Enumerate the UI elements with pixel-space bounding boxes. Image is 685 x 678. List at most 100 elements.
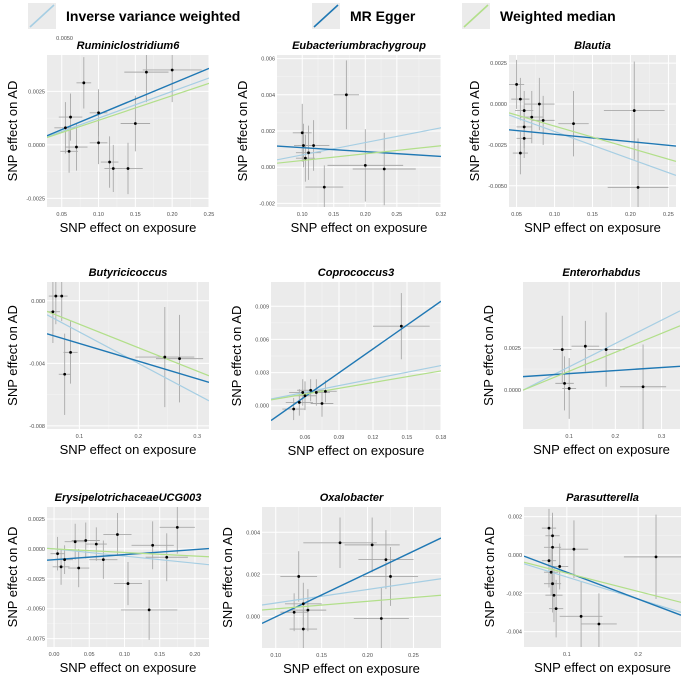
legend-key-wm-icon bbox=[462, 3, 490, 29]
y-tick-label: 0.0000 bbox=[28, 547, 45, 553]
x-tick-label: 0.15 bbox=[328, 212, 339, 218]
data-point bbox=[116, 533, 119, 536]
data-point bbox=[64, 126, 67, 130]
weighted-median-line bbox=[47, 547, 209, 558]
y-tick-label: 0.006 bbox=[255, 337, 269, 343]
plot-panel: 0.00 0.05 0.10 0.15 0.20 0.0025 0.0000 -0.0025 -… bbox=[5, 492, 209, 675]
x-tick-label: 0.25 bbox=[408, 653, 419, 659]
data-point bbox=[572, 122, 575, 126]
data-point bbox=[320, 402, 324, 405]
data-point bbox=[97, 111, 100, 115]
plot-panel: 0.1 0.2 0.002 0.000 -0.002 -0.004 Parasutterel… bbox=[482, 492, 681, 675]
y-tick-label: -0.004 bbox=[29, 361, 45, 367]
x-tick-label: 0.05 bbox=[511, 212, 522, 218]
data-point bbox=[551, 545, 554, 549]
x-tick-label: 0.10 bbox=[270, 653, 281, 659]
y-tick-label: -0.008 bbox=[29, 424, 45, 430]
data-point bbox=[292, 610, 296, 614]
data-point bbox=[63, 558, 67, 562]
x-tick-label: 0.10 bbox=[93, 212, 104, 218]
x-tick-label: 0.1 bbox=[76, 434, 84, 440]
y-tick-label: 0.004 bbox=[246, 530, 260, 536]
x-tick-label: 0.18 bbox=[436, 435, 447, 441]
mr-egger-line bbox=[47, 333, 209, 384]
x-tick-label: 0.09 bbox=[334, 435, 345, 441]
plot-title: Parasutterella bbox=[566, 492, 639, 504]
x-axis-label: SNP effect on exposure bbox=[60, 660, 197, 675]
data-point bbox=[379, 617, 383, 620]
legend: Inverse variance weighted MR Egger Weigh… bbox=[0, 0, 685, 34]
x-tick-label: 0.20 bbox=[625, 212, 636, 218]
y-tick-label: 0.002 bbox=[246, 572, 260, 578]
plot-marks bbox=[509, 59, 676, 207]
data-point bbox=[75, 145, 78, 149]
ivw-line bbox=[271, 364, 441, 400]
data-point bbox=[641, 385, 645, 389]
y-tick-label: -0.004 bbox=[506, 630, 522, 636]
data-point bbox=[175, 525, 179, 529]
y-tick-label: 0.000 bbox=[255, 404, 269, 410]
data-point bbox=[67, 149, 71, 153]
plot-marks bbox=[47, 282, 209, 415]
data-point bbox=[563, 381, 566, 385]
y-axis-label: SNP effect on AD bbox=[482, 527, 497, 628]
y-tick-label: 0.0025 bbox=[28, 517, 45, 523]
plot-title: Blautia bbox=[574, 40, 611, 52]
x-axis-label: SNP effect on exposure bbox=[60, 442, 197, 457]
x-tick-label: 0.3 bbox=[658, 434, 666, 440]
data-point bbox=[314, 391, 318, 394]
ivw-line bbox=[47, 547, 209, 566]
y-tick-label: -0.0075 bbox=[26, 637, 45, 643]
x-tick-label: 0.2 bbox=[134, 434, 142, 440]
y-axis-label: SNP effect on AD bbox=[5, 527, 20, 628]
data-point bbox=[165, 555, 169, 559]
data-point bbox=[163, 355, 167, 359]
y-tick-label: -0.0025 bbox=[26, 577, 45, 583]
x-tick-label: 0.2 bbox=[612, 434, 620, 440]
data-point bbox=[632, 109, 636, 112]
data-point bbox=[322, 185, 326, 189]
legend-label-egger: MR Egger bbox=[350, 8, 416, 24]
data-point bbox=[560, 348, 564, 351]
y-tick-label: 0.0000 bbox=[28, 143, 45, 149]
data-point bbox=[518, 97, 522, 101]
x-axis-label: SNP effect on exposure bbox=[60, 220, 197, 235]
data-point bbox=[654, 555, 658, 559]
data-point bbox=[597, 622, 601, 626]
plot-panel: 0.1 0.2 0.3 0.000 -0.004 -0.008 Butyricicoccus… bbox=[5, 267, 209, 457]
data-point bbox=[126, 582, 130, 585]
y-tick-label: 0.000 bbox=[261, 165, 275, 171]
y-axis-label: SNP effect on AD bbox=[220, 527, 235, 628]
data-point bbox=[111, 167, 115, 170]
data-point bbox=[170, 68, 174, 72]
y-tick-label: -0.0050 bbox=[26, 607, 45, 613]
data-point bbox=[522, 125, 526, 129]
plot-title: Eubacteriumbrachygroup bbox=[292, 40, 426, 52]
data-point bbox=[77, 566, 81, 570]
weighted-median-line bbox=[524, 561, 681, 603]
plot-panel: 0.05 0.10 0.15 0.20 0.25 0.0025 0.0000 -0.0025 -… bbox=[467, 40, 676, 235]
x-tick-label: 0.1 bbox=[563, 652, 571, 658]
plot-marks bbox=[524, 508, 681, 647]
legend-label-wm: Weighted median bbox=[500, 8, 616, 24]
x-tick-label: 0.05 bbox=[84, 652, 95, 658]
y-tick-label: 0.0000 bbox=[490, 102, 507, 108]
data-point bbox=[108, 160, 111, 164]
data-point bbox=[537, 102, 541, 106]
x-tick-label: 0.15 bbox=[130, 212, 141, 218]
y-tick-label: 0.000 bbox=[31, 299, 45, 305]
plot-title: Coprococcus3 bbox=[318, 267, 394, 279]
data-point bbox=[301, 627, 305, 631]
data-point bbox=[54, 294, 58, 298]
data-point bbox=[63, 372, 67, 376]
plot-background bbox=[47, 282, 209, 429]
data-point bbox=[547, 559, 551, 563]
x-tick-label: 0.32 bbox=[436, 212, 447, 218]
y-tick-label: -0.002 bbox=[506, 591, 522, 597]
data-point bbox=[302, 144, 305, 147]
data-point bbox=[541, 118, 545, 122]
data-point bbox=[399, 324, 403, 328]
plot-title: Ruminiclostridium6 bbox=[77, 40, 181, 52]
weighted-median-line bbox=[47, 82, 209, 139]
plot-marks bbox=[271, 293, 441, 422]
